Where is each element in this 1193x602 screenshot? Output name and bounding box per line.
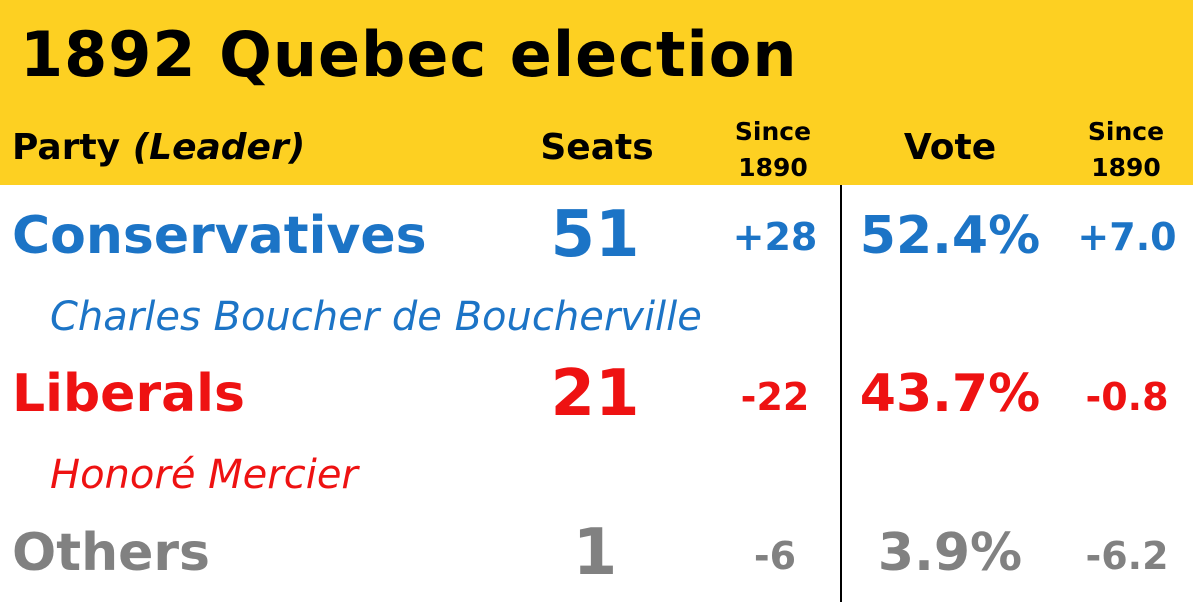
seats: 51 [550,198,640,272]
seats: 1 [572,516,618,590]
header-band [0,0,1193,185]
seats-change: +28 [732,215,818,259]
party-name: Others [12,523,210,583]
leader-name: Honoré Mercier [50,452,358,498]
title: 1892 Quebec election [20,18,798,91]
party-label: Party [12,127,121,168]
vote: 43.7% [859,364,1041,424]
vote-change: +7.0 [1077,215,1177,259]
seats-change: -22 [740,375,810,419]
vote-header: Vote [903,127,997,168]
party-name: Conservatives [12,206,427,266]
leader-name: Charles Boucher de Boucherville [50,294,702,340]
party-name: Liberals [12,364,245,424]
seats-change: -6 [753,534,797,578]
seats-header: Seats [540,127,654,168]
seats: 21 [550,357,640,431]
vote: 3.9% [877,523,1023,583]
seats-change-header: Since 1890 [734,117,812,183]
leader-label: (Leader) [132,127,306,168]
vote-change: -0.8 [1085,375,1169,419]
vote-change: -6.2 [1085,534,1169,578]
vote-change-header: Since 1890 [1087,117,1165,183]
vote: 52.4% [859,206,1041,266]
party-header: Party (Leader) [12,130,305,166]
divider [840,185,842,602]
